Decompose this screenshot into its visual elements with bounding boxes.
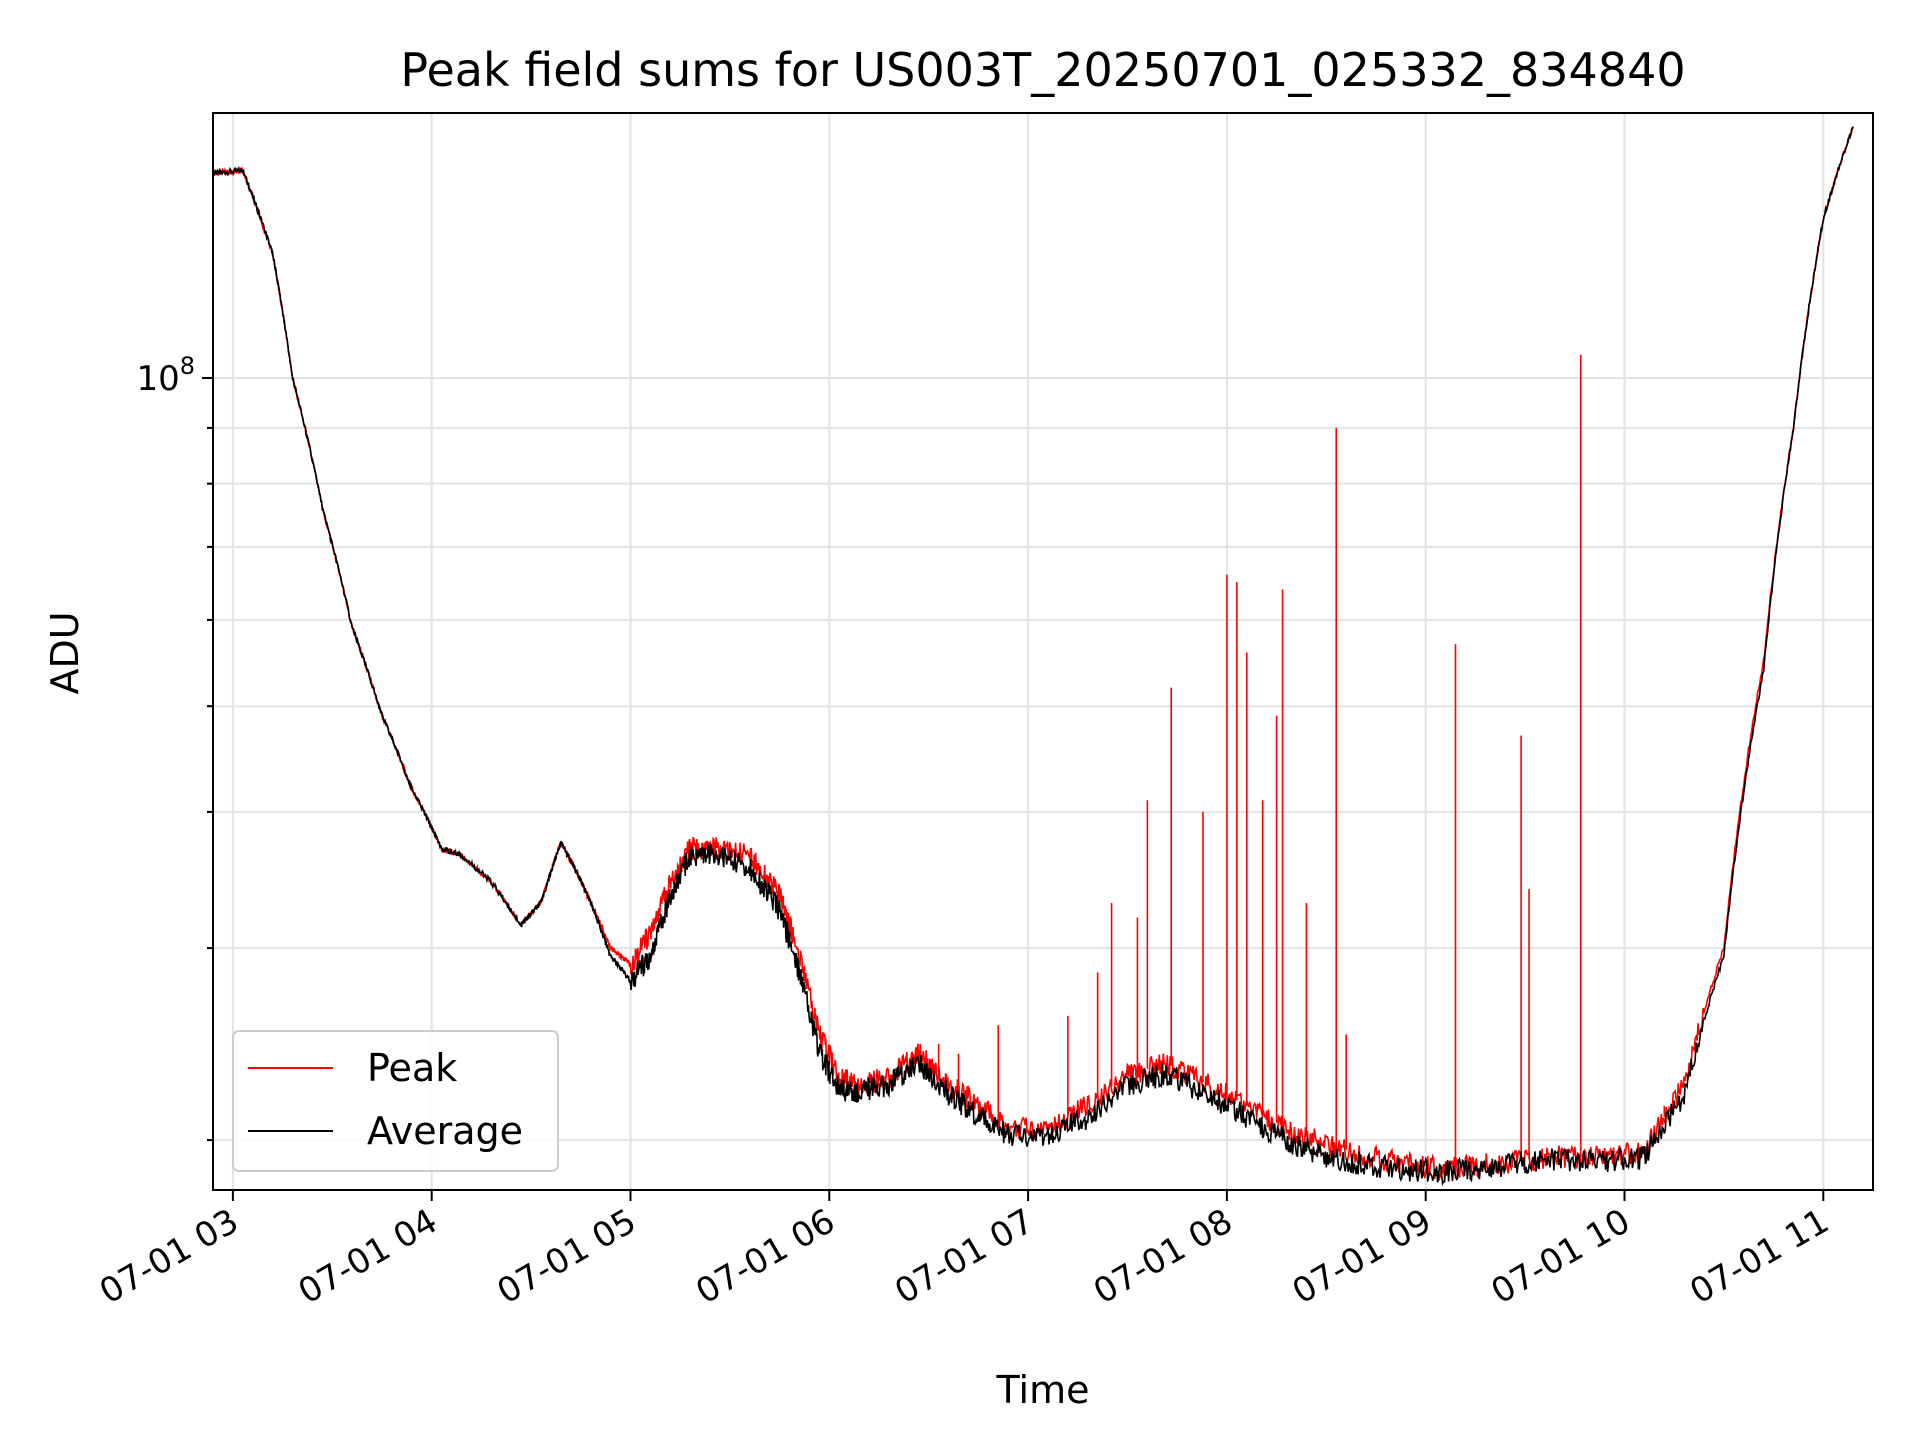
x-axis-label: Time	[996, 1368, 1090, 1412]
y-tick-label: 108	[136, 352, 195, 399]
grid	[213, 113, 1873, 1190]
series-average-line	[213, 126, 1854, 1187]
legend-peak-label: Peak	[367, 1046, 457, 1090]
plot-frame	[212, 112, 1874, 1191]
plot-series	[213, 126, 1854, 1187]
y-axis-label: ADU	[43, 611, 87, 694]
chart-title: Peak field sums for US003T_20250701_0253…	[400, 43, 1685, 97]
legend: Peak Average	[232, 1030, 559, 1172]
y-ticks: 108	[136, 352, 213, 1142]
legend-average-label: Average	[367, 1109, 523, 1153]
legend-box	[232, 1030, 559, 1172]
